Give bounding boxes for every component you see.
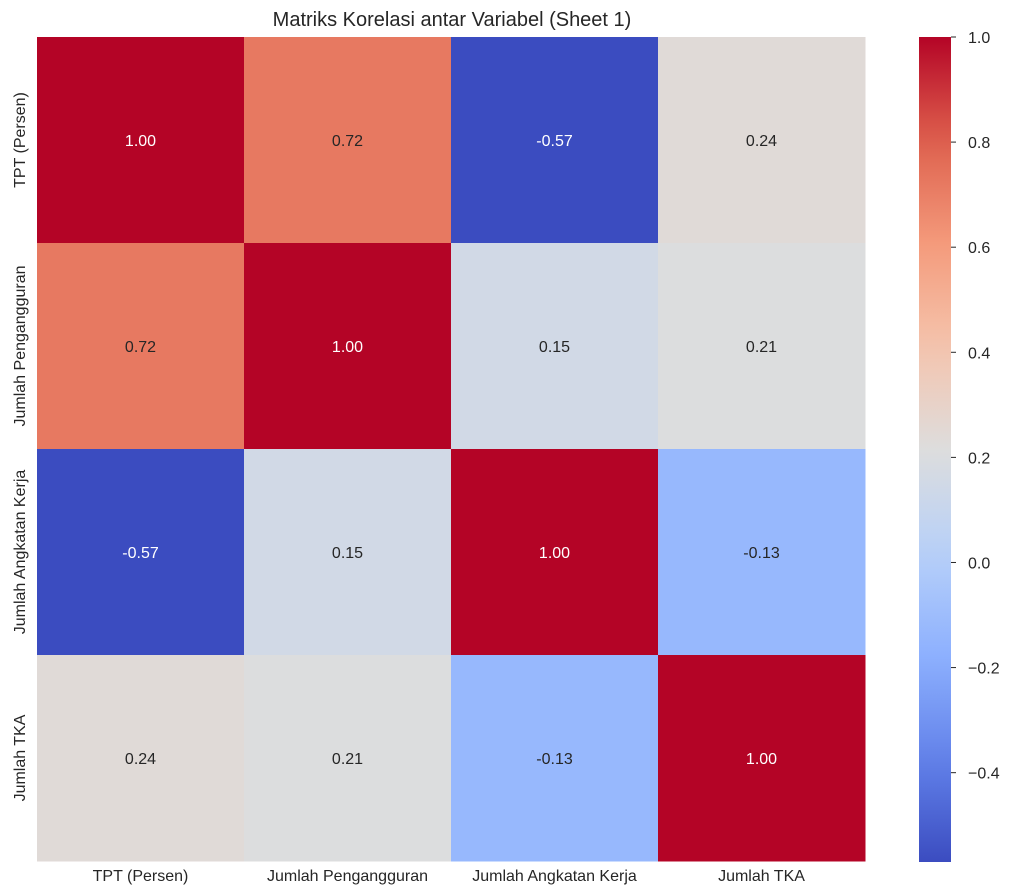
heatmap-cell-label-r3-c0: 0.24	[125, 751, 156, 768]
heatmap-cell-r3-c2	[451, 655, 659, 862]
heatmap-cell-r2-c0	[37, 449, 245, 656]
heatmap-cell-r3-c0	[37, 655, 245, 862]
heatmap-cell-r1-c0	[37, 243, 245, 450]
colorbar-tick-label-3: 0.4	[968, 345, 990, 362]
heatmap-cell-r1-c3	[658, 243, 866, 450]
heatmap-cell-r0-c2	[451, 37, 659, 244]
colorbar-tick-label-1: 0.8	[968, 135, 990, 152]
colorbar-tick-label-7: −0.4	[968, 766, 1000, 783]
colorbar-tick-label-4: 0.2	[968, 450, 990, 467]
heatmap-cell-label-r1-c0: 0.72	[125, 339, 156, 356]
heatmap-cell-label-r0-c3: 0.24	[746, 133, 777, 150]
colorbar-tick-label-6: −0.2	[968, 661, 1000, 678]
y-axis-tick-labels: TPT (Persen) Jumlah Pengangguran Jumlah An…	[12, 92, 29, 801]
heatmap-cells: 1.00 0.72 -0.57 0.24 0.72 1.00 0.15 0.21 -0.57 0.…	[37, 37, 866, 862]
heatmap-cell-r0-c3	[658, 37, 866, 244]
heatmap-cell-r0-c0	[37, 37, 245, 244]
heatmap-cell-label-r2-c0: -0.57	[122, 545, 159, 562]
heatmap-cell-r3-c1	[244, 655, 452, 862]
x-tick-label-2: Jumlah Angkatan Kerja	[472, 868, 637, 885]
heatmap-cell-label-r0-c0: 1.00	[125, 133, 156, 150]
heatmap-cell-label-r3-c2: -0.13	[536, 751, 573, 768]
heatmap-cell-label-r2-c3: -0.13	[743, 545, 780, 562]
heatmap-cell-label-r3-c3: 1.00	[746, 751, 777, 768]
heatmap-cell-r2-c3	[658, 449, 866, 656]
heatmap-cell-r0-c1	[244, 37, 452, 244]
heatmap-cell-label-r1-c1: 1.00	[332, 339, 363, 356]
colorbar-gradient	[919, 37, 951, 862]
x-tick-label-3: Jumlah TKA	[718, 868, 805, 885]
x-axis-tick-labels: TPT (Persen) Jumlah Pengangguran Jumlah An…	[93, 868, 806, 885]
colorbar-tick-label-0: 1.0	[968, 30, 990, 47]
colorbar-tick-label-2: 0.6	[968, 240, 990, 257]
heatmap-cell-label-r1-c2: 0.15	[539, 339, 570, 356]
heatmap-cell-label-r0-c2: -0.57	[536, 133, 573, 150]
heatmap-cell-r1-c1	[244, 243, 452, 450]
colorbar-tick-label-5: 0.0	[968, 555, 990, 572]
colorbar: 1.0 0.8 0.6 0.4 0.2 0.0 −0.2 −0.4	[919, 30, 1000, 862]
heatmap-cell-label-r3-c1: 0.21	[332, 751, 363, 768]
heatmap-cell-r2-c2	[451, 449, 659, 656]
y-tick-label-2: Jumlah Angkatan Kerja	[12, 470, 29, 635]
chart-title: Matriks Korelasi antar Variabel (Sheet 1…	[273, 9, 632, 31]
x-tick-label-1: Jumlah Pengangguran	[267, 868, 428, 885]
x-tick-label-0: TPT (Persen)	[93, 868, 189, 885]
y-tick-label-1: Jumlah Pengangguran	[12, 265, 29, 426]
heatmap-cell-label-r2-c2: 1.00	[539, 545, 570, 562]
heatmap-cell-label-r2-c1: 0.15	[332, 545, 363, 562]
heatmap-cell-label-r1-c3: 0.21	[746, 339, 777, 356]
y-tick-label-0: TPT (Persen)	[12, 92, 29, 188]
heatmap-cell-r2-c1	[244, 449, 452, 656]
heatmap-cell-r3-c3	[658, 655, 866, 862]
heatmap-cell-r1-c2	[451, 243, 659, 450]
heatmap-cell-label-r0-c1: 0.72	[332, 133, 363, 150]
y-tick-label-3: Jumlah TKA	[12, 714, 29, 801]
